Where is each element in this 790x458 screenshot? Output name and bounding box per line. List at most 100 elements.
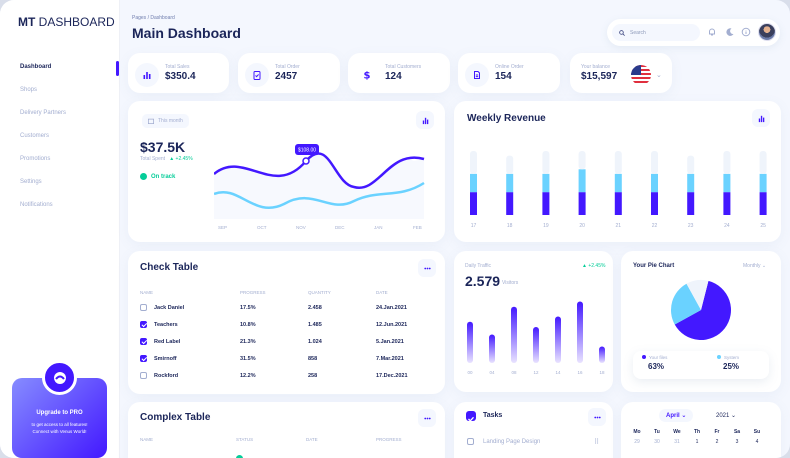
brand-logo[interactable]: MT DASHBOARD (18, 15, 115, 29)
column-header[interactable]: NAME (140, 285, 240, 299)
bar-segment[interactable] (760, 174, 767, 192)
line-point[interactable] (303, 158, 309, 164)
calendar-day[interactable]: 4 (747, 435, 767, 448)
period-select[interactable]: Monthly ⌄ (743, 263, 766, 269)
calendar-day[interactable]: 29 (627, 435, 647, 448)
bar-segment[interactable] (760, 151, 767, 174)
bar-segment[interactable] (542, 174, 549, 192)
month-select[interactable]: April ⌄ (659, 409, 693, 422)
table-row[interactable]: Smirnoff 31.5% 858 7.Mar.2021 (140, 350, 430, 367)
period-selector[interactable]: This month (142, 114, 189, 128)
bar-segment[interactable] (651, 192, 658, 215)
row-checkbox[interactable] (140, 338, 147, 345)
x-tick-label: 08 (511, 370, 517, 375)
column-header[interactable]: STATUS (236, 437, 253, 442)
bar-segment[interactable] (506, 192, 513, 215)
sidebar-item-shops[interactable]: Shops (20, 87, 66, 110)
sidebar-item-dashboard[interactable]: Dashboard (20, 64, 66, 87)
bar-segment[interactable] (723, 192, 730, 215)
more-options-button[interactable] (418, 259, 436, 277)
more-options-button[interactable] (588, 408, 606, 426)
drag-handle-icon[interactable]: ⠿ (594, 438, 599, 446)
avatar[interactable] (758, 23, 776, 41)
bar-segment[interactable] (542, 192, 549, 215)
bar-segment[interactable] (579, 169, 586, 192)
info-icon[interactable] (741, 27, 751, 37)
year-select[interactable]: 2021 ⌄ (716, 412, 736, 419)
total-spent-value: $37.5K (140, 139, 185, 155)
search-input[interactable]: Search (612, 24, 700, 41)
bar-segment[interactable] (687, 156, 694, 174)
bar-segment[interactable] (651, 174, 658, 192)
column-header[interactable]: DATE (376, 285, 430, 299)
tasks-checkbox-icon[interactable] (466, 411, 476, 421)
chart-options-button[interactable] (416, 111, 434, 129)
row-checkbox[interactable] (140, 304, 147, 311)
sidebar-item-notifications[interactable]: Notifications (20, 202, 66, 225)
bar-segment[interactable] (615, 151, 622, 174)
column-header[interactable]: PROGRESS (376, 437, 402, 442)
traffic-bar[interactable] (467, 322, 473, 363)
cell-name: Smirnoff (140, 350, 240, 367)
bar-segment[interactable] (470, 192, 477, 215)
bar-segment[interactable] (615, 174, 622, 192)
cell-name: Rockford (140, 367, 240, 384)
bar-segment[interactable] (506, 156, 513, 174)
bar-segment[interactable] (470, 151, 477, 174)
x-tick-label: 25 (760, 223, 766, 229)
sidebar-item-settings[interactable]: Settings (20, 179, 66, 202)
bar-segment[interactable] (723, 174, 730, 192)
task-checkbox[interactable] (467, 438, 474, 445)
row-checkbox[interactable] (140, 372, 147, 379)
upgrade-card[interactable]: Upgrade to PRO to get access to all feat… (12, 378, 107, 458)
cell-date: 5.Jan.2021 (376, 333, 430, 350)
bar-segment[interactable] (615, 192, 622, 215)
calendar-day[interactable]: 3 (727, 435, 747, 448)
column-header[interactable]: QUANTITY (308, 285, 376, 299)
calendar-day[interactable]: 30 (647, 435, 667, 448)
bell-icon[interactable] (707, 27, 717, 37)
breadcrumb[interactable]: Pages / Dashboard (132, 15, 175, 21)
sidebar-item-promotions[interactable]: Promotions (20, 156, 66, 179)
traffic-bar[interactable] (599, 347, 605, 364)
traffic-bar[interactable] (555, 317, 561, 364)
traffic-bar[interactable] (533, 327, 539, 363)
row-checkbox[interactable] (140, 321, 147, 328)
bar-segment[interactable] (542, 151, 549, 174)
table-row[interactable]: Rockford 12.2% 258 17.Dec.2021 (140, 367, 430, 384)
bar-segment[interactable] (760, 192, 767, 215)
calendar-day[interactable]: 1 (687, 435, 707, 448)
column-header[interactable]: DATE (306, 437, 318, 442)
sidebar-item-delivery-partners[interactable]: Delivery Partners (20, 110, 66, 133)
traffic-bar[interactable] (511, 307, 517, 363)
chevron-down-icon[interactable]: ⌄ (656, 71, 662, 79)
table-row[interactable]: Red Label 21.3% 1.024 5.Jan.2021 (140, 333, 430, 350)
bar-segment[interactable] (687, 192, 694, 215)
bar-segment[interactable] (651, 151, 658, 174)
bar-segment[interactable] (470, 174, 477, 192)
bar-segment[interactable] (723, 151, 730, 174)
calendar-day[interactable]: 31 (667, 435, 687, 448)
x-tick-label: 04 (489, 370, 495, 375)
table-row[interactable]: Teachers 10.8% 1.485 12.Jun.2021 (140, 316, 430, 333)
calendar-day[interactable]: 2 (707, 435, 727, 448)
moon-icon[interactable] (725, 27, 735, 37)
more-dots-icon (593, 413, 602, 422)
traffic-bar[interactable] (577, 302, 583, 364)
column-header[interactable]: NAME (140, 437, 153, 442)
card-title: Tasks (483, 412, 502, 419)
chart-options-button[interactable] (752, 109, 770, 127)
sidebar-item-customers[interactable]: Customers (20, 133, 66, 156)
stat-value: 124 (385, 71, 402, 82)
column-header[interactable]: PROGRESS (240, 285, 308, 299)
bar-segment[interactable] (687, 174, 694, 192)
bar-segment[interactable] (506, 174, 513, 192)
us-flag-icon[interactable] (631, 65, 651, 85)
table-row[interactable]: Jack Daniel 17.5% 2.458 24.Jan.2021 (140, 299, 430, 316)
bar-segment[interactable] (579, 151, 586, 169)
bar-segment[interactable] (579, 192, 586, 215)
more-options-button[interactable] (418, 409, 436, 427)
traffic-bar[interactable] (489, 335, 495, 364)
cell-date: 7.Mar.2021 (376, 350, 430, 367)
row-checkbox[interactable] (140, 355, 147, 362)
